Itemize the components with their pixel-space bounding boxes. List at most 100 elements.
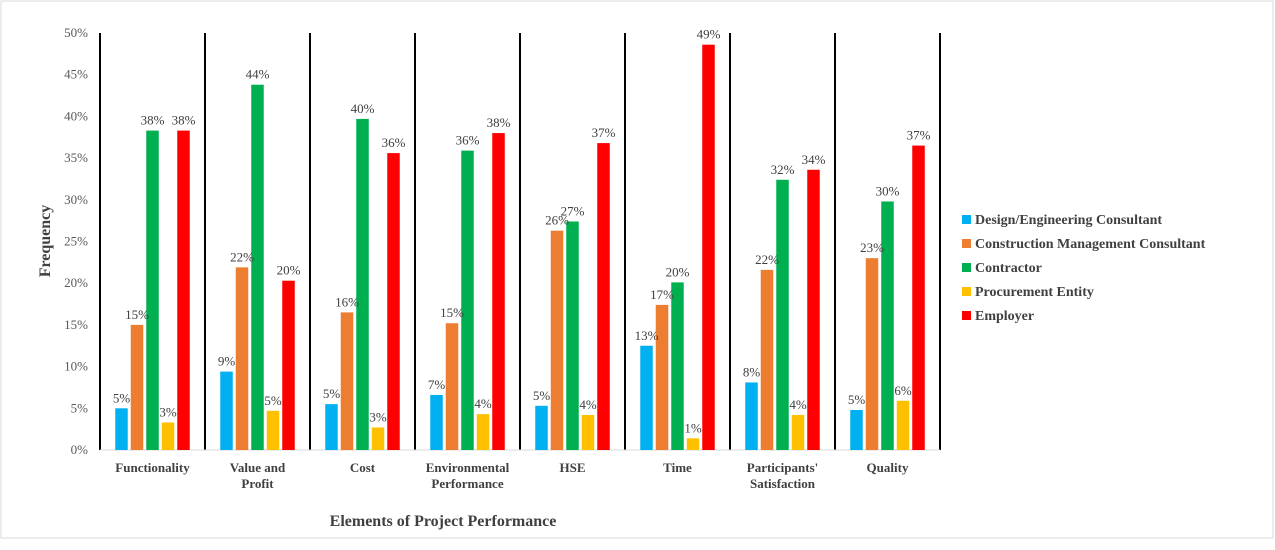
bar — [476, 414, 490, 450]
bar — [177, 130, 190, 450]
data-label: 4% — [789, 397, 807, 412]
legend-swatch — [962, 215, 971, 224]
data-label: 38% — [487, 115, 511, 130]
data-label: 37% — [592, 125, 616, 140]
legend-entry: Employer — [975, 309, 1034, 324]
bar — [266, 410, 280, 450]
x-tick-label: Satisfaction — [750, 476, 816, 491]
bar — [807, 169, 820, 450]
bar — [161, 422, 175, 450]
bar — [220, 371, 233, 450]
bar — [760, 269, 774, 450]
data-label: 16% — [335, 294, 359, 309]
bar — [492, 133, 505, 450]
data-label: 36% — [382, 135, 406, 150]
legend-entry: Design/Engineering Consultant — [975, 213, 1162, 228]
data-label: 4% — [579, 397, 597, 412]
bar — [655, 304, 669, 450]
data-label: 30% — [876, 183, 900, 198]
data-label: 34% — [802, 152, 826, 167]
data-label: 3% — [369, 409, 387, 424]
bar — [745, 382, 758, 450]
data-label: 9% — [218, 354, 236, 369]
data-label: 7% — [428, 377, 446, 392]
data-label: 49% — [697, 27, 721, 42]
y-tick-label: 5% — [71, 400, 89, 415]
data-label: 13% — [635, 328, 659, 343]
bar — [146, 130, 159, 450]
chart-border — [0, 0, 1274, 539]
y-tick-label: 40% — [64, 108, 88, 123]
x-tick-label: Value and — [230, 460, 286, 475]
bar — [686, 438, 700, 450]
data-label: 20% — [666, 264, 690, 279]
data-label: 40% — [351, 101, 375, 116]
data-label: 15% — [125, 307, 149, 322]
x-tick-label: Cost — [350, 460, 376, 475]
legend-entry: Construction Management Consultant — [975, 237, 1206, 252]
bar — [850, 409, 863, 450]
data-label: 1% — [684, 420, 702, 435]
legend-entry: Procurement Entity — [975, 285, 1094, 300]
bar — [912, 145, 925, 450]
data-label: 5% — [533, 388, 551, 403]
y-tick-label: 50% — [64, 25, 88, 40]
y-tick-label: 10% — [64, 359, 88, 374]
y-tick-label: 0% — [71, 442, 89, 457]
bar — [671, 282, 684, 450]
data-label: 38% — [141, 113, 165, 128]
x-tick-label: Environmental — [426, 460, 510, 475]
data-label: 23% — [860, 240, 884, 255]
data-label: 37% — [907, 128, 931, 143]
y-axis-title: Frequency — [37, 205, 54, 278]
bar — [776, 179, 789, 450]
data-label: 38% — [172, 113, 196, 128]
bar — [535, 405, 548, 450]
data-label: 44% — [246, 67, 270, 82]
x-tick-label: HSE — [559, 460, 585, 475]
bar — [356, 118, 369, 450]
x-tick-label: Participants' — [747, 460, 819, 475]
bar — [115, 408, 128, 450]
data-label: 6% — [894, 383, 912, 398]
legend-swatch — [962, 311, 971, 320]
data-label: 5% — [323, 386, 341, 401]
data-label: 15% — [440, 305, 464, 320]
legend-swatch — [962, 287, 971, 296]
legend-entry: Contractor — [975, 261, 1042, 276]
x-tick-label: Time — [663, 460, 692, 475]
data-label: 5% — [264, 393, 282, 408]
legend-swatch — [962, 239, 971, 248]
data-label: 17% — [650, 287, 674, 302]
bar — [445, 323, 459, 450]
data-label: 20% — [277, 263, 301, 278]
bar — [371, 427, 385, 450]
bar — [387, 153, 400, 450]
data-label: 22% — [755, 252, 779, 267]
data-label: 3% — [159, 404, 177, 419]
bar — [881, 201, 894, 450]
data-label: 22% — [230, 249, 254, 264]
data-label: 27% — [561, 203, 585, 218]
x-tick-label: Quality — [867, 460, 909, 475]
bar — [325, 404, 338, 450]
data-label: 26% — [545, 213, 569, 228]
x-tick-label: Profit — [241, 476, 274, 491]
bar — [597, 143, 610, 450]
data-label: 36% — [456, 133, 480, 148]
bar — [896, 400, 910, 450]
bar — [702, 44, 715, 451]
y-tick-label: 45% — [64, 67, 88, 82]
legend-swatch — [962, 263, 971, 272]
bar — [282, 280, 295, 450]
y-tick-label: 30% — [64, 192, 88, 207]
bar — [865, 258, 879, 450]
bar — [430, 394, 443, 450]
bar — [251, 84, 264, 450]
data-label: 32% — [771, 162, 795, 177]
data-label: 5% — [113, 390, 131, 405]
data-label: 4% — [474, 396, 492, 411]
bar — [235, 267, 249, 450]
